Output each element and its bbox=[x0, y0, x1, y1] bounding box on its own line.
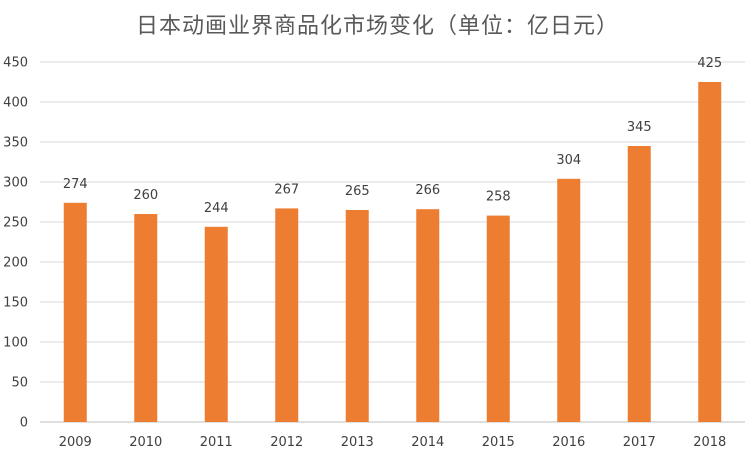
data-label: 267 bbox=[274, 182, 299, 197]
x-tick-label: 2014 bbox=[411, 435, 444, 450]
bar bbox=[134, 214, 158, 422]
y-tick-label: 400 bbox=[3, 96, 28, 111]
bar bbox=[698, 82, 722, 422]
y-tick-label: 350 bbox=[3, 136, 28, 151]
data-label: 265 bbox=[345, 184, 370, 199]
y-tick-label: 200 bbox=[3, 256, 28, 271]
data-label: 244 bbox=[204, 201, 229, 216]
bar bbox=[486, 215, 510, 422]
x-tick-label: 2018 bbox=[693, 435, 726, 450]
bar bbox=[63, 202, 87, 422]
bar bbox=[557, 178, 581, 422]
x-tick-label: 2015 bbox=[482, 435, 515, 450]
y-tick-label: 150 bbox=[3, 296, 28, 311]
x-tick-label: 2016 bbox=[552, 435, 585, 450]
x-tick-label: 2017 bbox=[623, 435, 656, 450]
x-tick-label: 2012 bbox=[270, 435, 303, 450]
data-label: 266 bbox=[415, 183, 440, 198]
data-label: 258 bbox=[486, 190, 511, 205]
data-label: 345 bbox=[627, 120, 652, 135]
data-labels: 274 260 244 267 265 266 258 304 345 425 bbox=[63, 56, 722, 216]
y-tick-label: 50 bbox=[11, 376, 28, 391]
data-label: 274 bbox=[63, 177, 88, 192]
bars bbox=[63, 82, 722, 422]
data-label: 260 bbox=[133, 188, 158, 203]
bar bbox=[275, 208, 299, 422]
y-tick-label: 300 bbox=[3, 176, 28, 191]
chart-title: 日本动画业界商品化市场变化（单位：亿日元） bbox=[135, 14, 619, 39]
bar bbox=[627, 146, 651, 422]
x-tick-label: 2009 bbox=[59, 435, 92, 450]
x-tick-label: 2013 bbox=[341, 435, 374, 450]
y-tick-label: 100 bbox=[3, 336, 28, 351]
bar bbox=[204, 226, 228, 422]
y-tick-label: 0 bbox=[20, 416, 28, 431]
y-tick-label: 450 bbox=[3, 56, 28, 71]
bar bbox=[345, 210, 369, 422]
x-tick-label: 2011 bbox=[200, 435, 233, 450]
y-tick-label: 250 bbox=[3, 216, 28, 231]
data-label: 304 bbox=[556, 153, 581, 168]
bar bbox=[416, 209, 440, 422]
x-tick-label: 2010 bbox=[129, 435, 162, 450]
gridlines bbox=[40, 61, 745, 423]
axes: 0 50 100 150 200 250 300 350 400 450 2009 2010 2011 2… bbox=[3, 56, 726, 451]
data-label: 425 bbox=[697, 56, 722, 71]
